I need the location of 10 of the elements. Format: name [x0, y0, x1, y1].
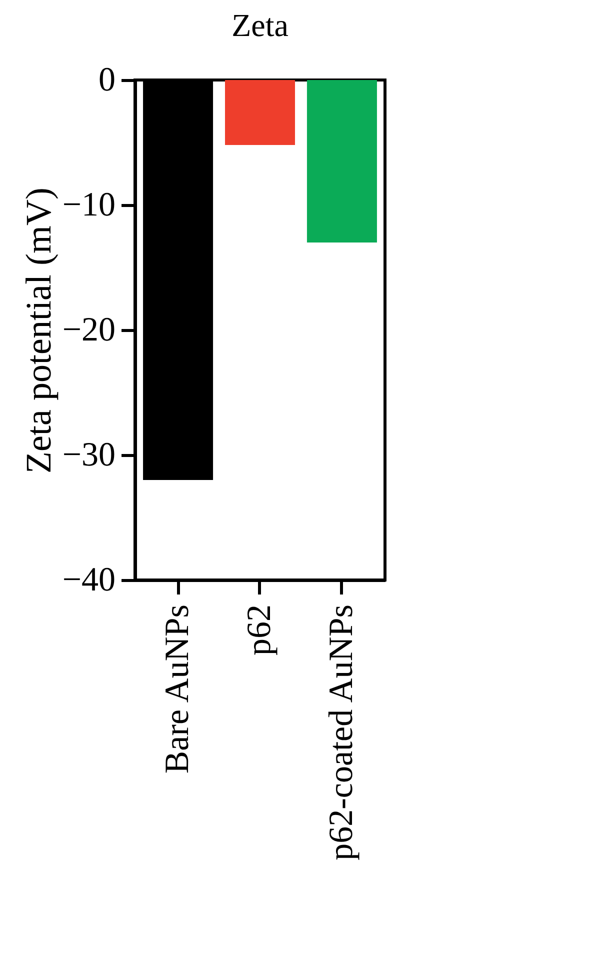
y-tick-label: 0 — [98, 62, 116, 98]
chart-title: Zeta — [232, 7, 288, 43]
y-tick-label: −30 — [62, 436, 116, 474]
x-tick-label: p62-coated AuNPs — [322, 604, 360, 860]
y-tick-label: −40 — [62, 562, 116, 598]
y-axis-title: Zeta potential (mV) — [18, 188, 58, 474]
x-tick-label: p62 — [241, 604, 278, 656]
x-tick-label: Bare AuNPs — [159, 604, 196, 774]
y-tick-label: −20 — [62, 312, 116, 348]
y-tick-label: −10 — [62, 186, 116, 224]
